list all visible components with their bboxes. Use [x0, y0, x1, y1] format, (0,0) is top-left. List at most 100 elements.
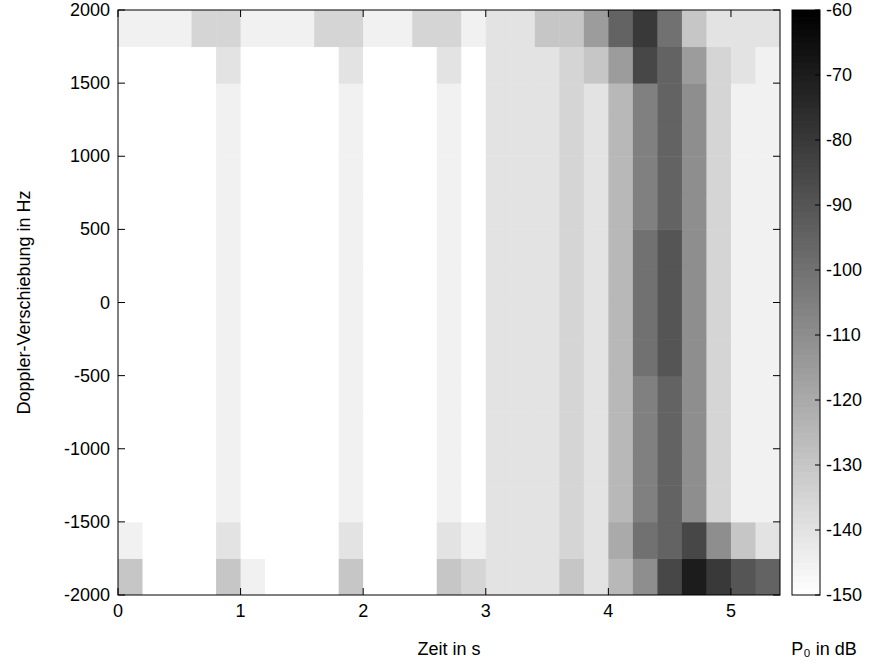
- y-tick: [118, 375, 125, 376]
- y-tick: [118, 10, 125, 11]
- colorbar-step: [792, 374, 820, 381]
- cell: [584, 303, 609, 340]
- cell: [265, 376, 290, 413]
- colorbar-tick-label: -110: [826, 325, 861, 345]
- cell: [314, 376, 339, 413]
- colorbar-step: [792, 517, 820, 524]
- x-tick: [608, 588, 609, 595]
- cell: [412, 120, 437, 157]
- cell: [241, 10, 266, 47]
- cell: [143, 120, 168, 157]
- cell: [682, 229, 707, 266]
- cell: [167, 303, 192, 340]
- cell: [363, 339, 388, 376]
- y-tick: [118, 521, 125, 522]
- cell: [388, 485, 413, 522]
- colorbar-step: [792, 205, 820, 212]
- cell: [608, 449, 633, 486]
- cell: [412, 558, 437, 595]
- colorbar-step: [792, 433, 820, 440]
- colorbar-step: [792, 199, 820, 206]
- cell: [412, 10, 437, 47]
- cell: [559, 522, 584, 559]
- x-tick-label: 1: [236, 601, 246, 621]
- cell: [192, 485, 217, 522]
- cell: [265, 120, 290, 157]
- cell: [314, 120, 339, 157]
- cell: [314, 229, 339, 266]
- colorbar-tick-label: -100: [826, 260, 862, 280]
- cell: [657, 449, 682, 486]
- cell: [584, 412, 609, 449]
- colorbar-step: [792, 342, 820, 349]
- x-tick-label: 4: [603, 601, 613, 621]
- cell: [118, 229, 143, 266]
- cell: [633, 10, 658, 47]
- cell: [486, 303, 511, 340]
- cell: [437, 10, 462, 47]
- cell: [608, 83, 633, 120]
- colorbar-step: [792, 56, 820, 63]
- cell: [731, 522, 756, 559]
- cell: [608, 120, 633, 157]
- cell: [510, 376, 535, 413]
- colorbar-tick-label: -140: [826, 520, 862, 540]
- colorbar-step: [792, 225, 820, 232]
- cell: [755, 83, 780, 120]
- cell: [265, 229, 290, 266]
- cell: [339, 10, 364, 47]
- colorbar-step: [792, 43, 820, 50]
- cell: [290, 193, 315, 230]
- cell: [706, 120, 731, 157]
- colorbar-step: [792, 127, 820, 134]
- cell: [216, 522, 241, 559]
- cell: [388, 47, 413, 84]
- cell: [118, 449, 143, 486]
- cell: [731, 485, 756, 522]
- cell: [535, 376, 560, 413]
- cell: [584, 522, 609, 559]
- cell: [118, 339, 143, 376]
- cell: [412, 47, 437, 84]
- cell: [216, 376, 241, 413]
- cell: [633, 412, 658, 449]
- cell: [657, 120, 682, 157]
- colorbar-step: [792, 452, 820, 459]
- cell: [412, 522, 437, 559]
- cell: [682, 47, 707, 84]
- colorbar-step: [792, 439, 820, 446]
- cell: [486, 10, 511, 47]
- colorbar-tick: [815, 465, 820, 466]
- x-tick-label: 3: [481, 601, 491, 621]
- cell: [265, 558, 290, 595]
- cell: [535, 120, 560, 157]
- colorbar-step: [792, 218, 820, 225]
- cell: [486, 266, 511, 303]
- cell: [584, 193, 609, 230]
- cell: [167, 156, 192, 193]
- cell: [584, 83, 609, 120]
- cell: [633, 47, 658, 84]
- cell: [461, 412, 486, 449]
- cell: [584, 485, 609, 522]
- cell: [216, 156, 241, 193]
- cell: [241, 339, 266, 376]
- cell: [388, 156, 413, 193]
- cell: [388, 412, 413, 449]
- colorbar-step: [792, 10, 820, 17]
- cell: [265, 266, 290, 303]
- cell: [461, 558, 486, 595]
- cell: [363, 193, 388, 230]
- cell: [388, 193, 413, 230]
- y-tick: [773, 375, 780, 376]
- colorbar-step: [792, 238, 820, 245]
- cell: [192, 229, 217, 266]
- cell: [314, 303, 339, 340]
- cell: [731, 83, 756, 120]
- cells: [118, 10, 780, 595]
- cell: [461, 485, 486, 522]
- cell: [241, 193, 266, 230]
- cell: [437, 120, 462, 157]
- cell: [510, 485, 535, 522]
- colorbar-step: [792, 582, 820, 589]
